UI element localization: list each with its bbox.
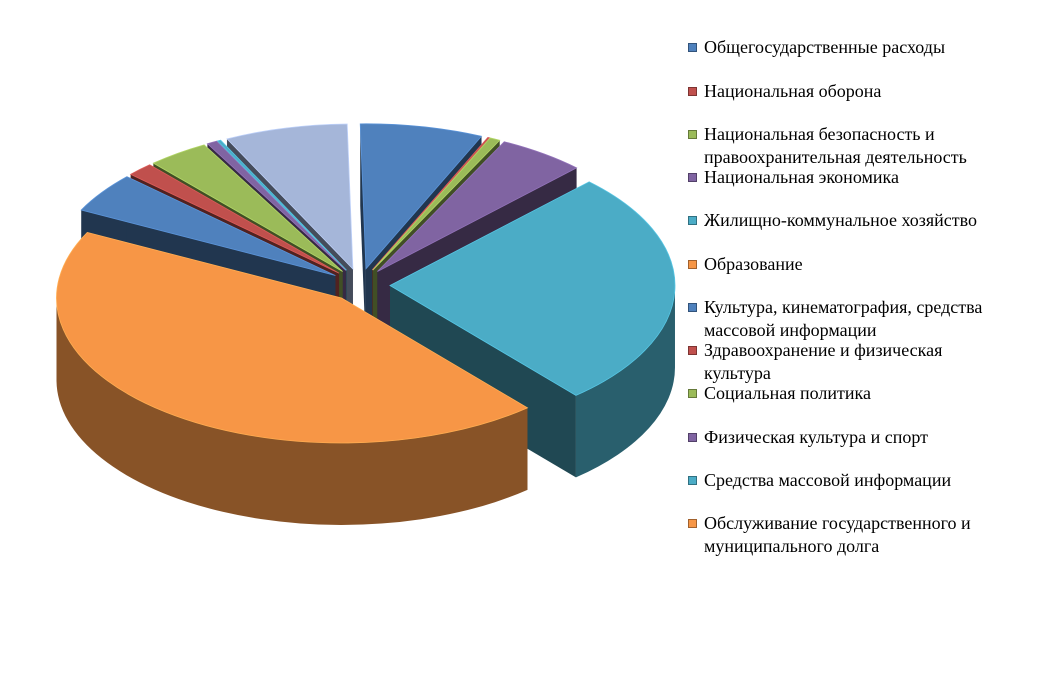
legend-item-general-expenses: Общегосударственные расходы xyxy=(688,36,1048,59)
legend-item-healthcare: Здравоохранение и физическая культура xyxy=(688,339,1048,385)
legend-label: Образование xyxy=(704,254,803,274)
legend-swatch xyxy=(688,260,697,269)
legend-swatch xyxy=(688,303,697,312)
legend-item-education: Образование xyxy=(688,253,1048,276)
legend-label: Средства массовой информации xyxy=(704,470,952,490)
pie-slice-культура-кинематография-средства-массовой-информации xyxy=(80,176,336,276)
legend-swatch xyxy=(688,476,697,485)
legend-label: Жилищно-коммунальное хозяйство xyxy=(704,210,978,230)
legend-label: Здравоохранение и физическая xyxy=(704,340,943,360)
pie-slice-физическая-культура-и-спорт xyxy=(206,140,347,271)
legend-swatch xyxy=(688,130,697,139)
pie-slice-национальная-безопасность-и-правоохранительная-деятельность xyxy=(372,137,501,271)
pie-slice-tops xyxy=(56,123,676,444)
pie-slice-национальная-оборона xyxy=(371,136,491,271)
legend-swatch xyxy=(688,433,697,442)
legend-label: Физическая культура и спорт xyxy=(704,427,929,447)
legend-label: правоохранительная деятельность xyxy=(704,147,967,167)
legend-swatch xyxy=(688,389,697,398)
legend-swatch xyxy=(688,173,697,182)
legend-item-debt-service: Обслуживание государственного и муниципа… xyxy=(688,512,1048,558)
legend-swatch xyxy=(688,216,697,225)
pie-slice-средства-массовой-информации xyxy=(216,139,347,271)
legend-item-national-defense: Национальная оборона xyxy=(688,80,1048,103)
legend-item-mass-media: Средства массовой информации xyxy=(688,469,1048,492)
legend-swatch xyxy=(688,346,697,355)
legend-item-social-policy: Социальная политика xyxy=(688,382,1048,405)
legend-label: культура xyxy=(704,363,771,383)
pie-slice-образование xyxy=(56,231,529,444)
legend-label: Национальная оборона xyxy=(704,81,882,101)
legend-item-national-economy: Национальная экономика xyxy=(688,166,1048,189)
legend-item-sport: Физическая культура и спорт xyxy=(688,426,1048,449)
legend-item-national-security: Национальная безопасность и правоохранит… xyxy=(688,123,1048,169)
legend-label: Социальная политика xyxy=(704,383,871,403)
legend-swatch xyxy=(688,43,697,52)
legend-label: Национальная экономика xyxy=(704,167,899,187)
pie-slice-национальная-экономика xyxy=(377,141,578,272)
pie-slice-обслуживание-государственного-и-муниципального-долга xyxy=(226,123,354,270)
legend-swatch xyxy=(688,87,697,96)
legend-item-housing-utilities: Жилищно-коммунальное хозяйство xyxy=(688,209,1048,232)
legend-label: Национальная безопасность и xyxy=(704,124,935,144)
legend-label: Культура, кинематография, средства xyxy=(704,297,983,317)
legend-label: муниципального долга xyxy=(704,536,880,556)
pie-slice-общегосударственные-расходы xyxy=(359,123,483,270)
pie-slice-социальная-политика xyxy=(152,144,343,272)
legend-label: Общегосударственные расходы xyxy=(704,37,946,57)
pie-slice-жилищно-коммунальное-хозяйство xyxy=(389,181,676,396)
legend-label: массовой информации xyxy=(704,320,877,340)
pie-slice-здравоохранение-и-физическая-культура xyxy=(129,164,340,274)
legend-item-culture: Культура, кинематография, средства массо… xyxy=(688,296,1048,342)
legend-swatch xyxy=(688,519,697,528)
legend-label: Обслуживание государственного и xyxy=(704,513,971,533)
